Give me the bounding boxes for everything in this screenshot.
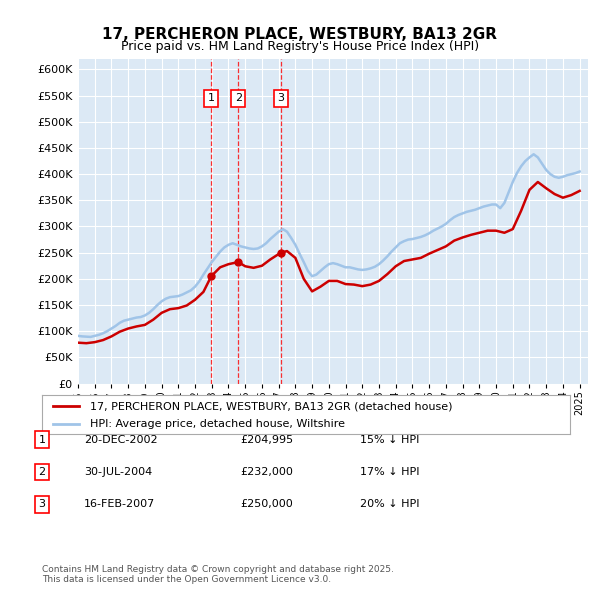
Text: £204,995: £204,995 — [240, 435, 293, 444]
Text: Price paid vs. HM Land Registry's House Price Index (HPI): Price paid vs. HM Land Registry's House … — [121, 40, 479, 53]
Text: 20% ↓ HPI: 20% ↓ HPI — [360, 500, 419, 509]
Text: £250,000: £250,000 — [240, 500, 293, 509]
Text: 1: 1 — [208, 93, 215, 103]
Text: 1: 1 — [38, 435, 46, 444]
Text: 2: 2 — [235, 93, 242, 103]
Text: 15% ↓ HPI: 15% ↓ HPI — [360, 435, 419, 444]
Text: 20-DEC-2002: 20-DEC-2002 — [84, 435, 158, 444]
Text: HPI: Average price, detached house, Wiltshire: HPI: Average price, detached house, Wilt… — [89, 419, 344, 429]
Text: £232,000: £232,000 — [240, 467, 293, 477]
Text: Contains HM Land Registry data © Crown copyright and database right 2025.
This d: Contains HM Land Registry data © Crown c… — [42, 565, 394, 584]
Text: 17% ↓ HPI: 17% ↓ HPI — [360, 467, 419, 477]
Text: 3: 3 — [38, 500, 46, 509]
Text: 16-FEB-2007: 16-FEB-2007 — [84, 500, 155, 509]
Text: 2: 2 — [38, 467, 46, 477]
Text: 17, PERCHERON PLACE, WESTBURY, BA13 2GR: 17, PERCHERON PLACE, WESTBURY, BA13 2GR — [103, 27, 497, 41]
Text: 3: 3 — [277, 93, 284, 103]
Text: 17, PERCHERON PLACE, WESTBURY, BA13 2GR (detached house): 17, PERCHERON PLACE, WESTBURY, BA13 2GR … — [89, 401, 452, 411]
Text: 30-JUL-2004: 30-JUL-2004 — [84, 467, 152, 477]
